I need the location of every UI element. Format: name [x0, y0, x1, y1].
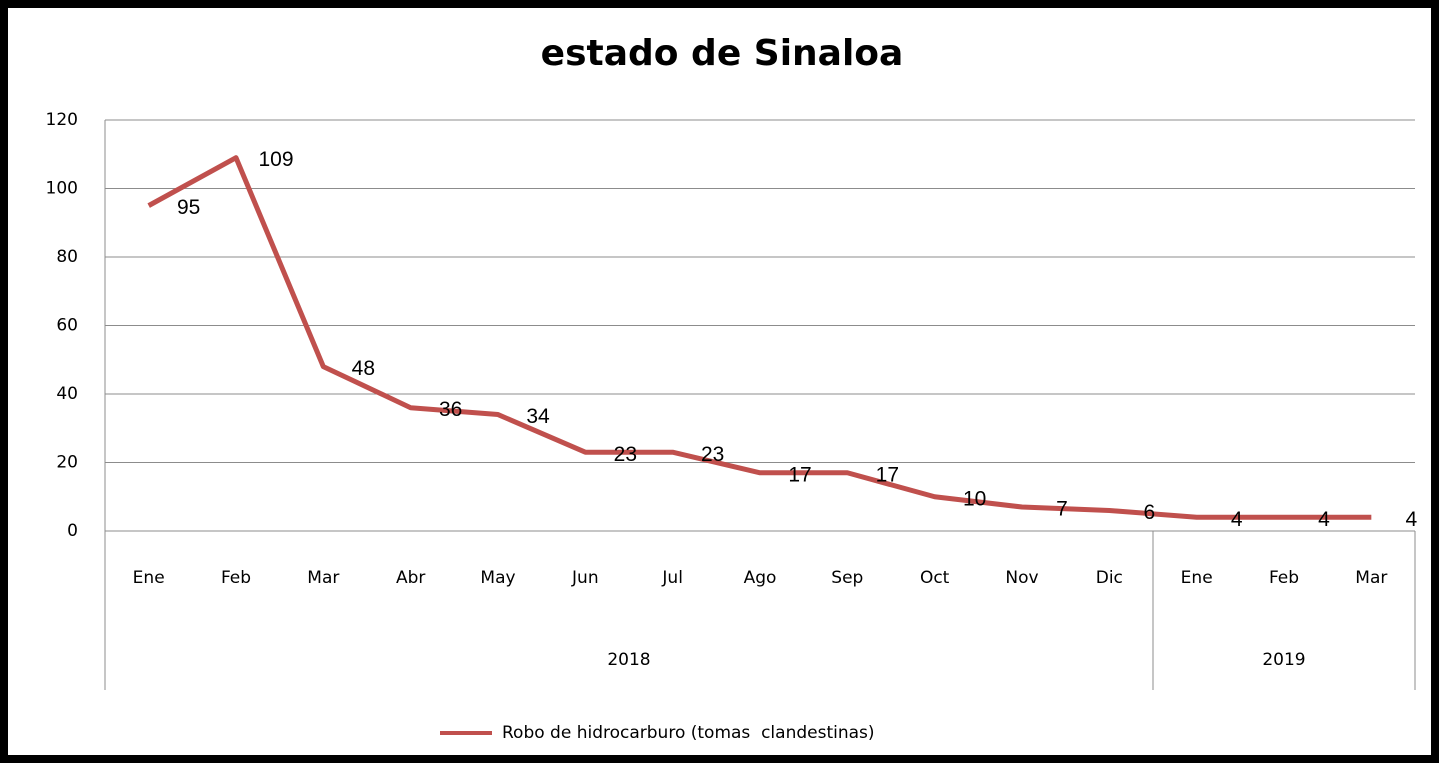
data-label: 4: [1231, 508, 1243, 531]
data-label: 6: [1143, 501, 1155, 524]
data-label: 4: [1318, 508, 1330, 531]
line-series: [147, 155, 1372, 520]
data-label: 34: [526, 405, 550, 428]
x-tick-label: Dic: [1096, 568, 1123, 588]
data-label: 23: [701, 443, 724, 466]
data-label: 23: [614, 443, 637, 466]
y-tick-label: 80: [56, 247, 78, 267]
x-tick-label: Abr: [396, 568, 425, 588]
x-tick-label: Feb: [221, 568, 251, 588]
x-group-label: 2019: [1262, 650, 1305, 670]
y-tick-label: 60: [56, 316, 78, 336]
x-tick-label: Jul: [661, 568, 683, 588]
y-tick-label: 40: [56, 384, 78, 404]
data-label: 10: [963, 487, 986, 510]
x-tick-label: Ago: [744, 568, 777, 588]
x-group-label: 2018: [607, 650, 650, 670]
x-tick-label: Oct: [920, 568, 950, 588]
x-tick-label: May: [480, 568, 515, 588]
x-tick-label: Jun: [571, 568, 599, 588]
y-tick-label: 120: [46, 110, 78, 130]
x-tick-label: Sep: [831, 568, 863, 588]
data-label: 17: [876, 463, 899, 486]
x-tick-label: Nov: [1005, 568, 1038, 588]
data-label: 4: [1405, 508, 1417, 531]
x-tick-label: Mar: [1355, 568, 1387, 588]
data-label: 48: [352, 357, 375, 380]
y-tick-label: 100: [46, 179, 78, 199]
data-label: 7: [1056, 498, 1068, 521]
legend-label: Robo de hidrocarburo (tomas clandestinas…: [502, 723, 875, 743]
data-label: 95: [177, 196, 200, 219]
data-label: 109: [258, 148, 293, 171]
x-tick-label: Mar: [307, 568, 339, 588]
data-label: 17: [788, 463, 811, 486]
chart-title: estado de Sinaloa: [541, 33, 904, 74]
y-tick-label: 0: [67, 521, 78, 541]
x-tick-label: Ene: [133, 568, 165, 588]
y-tick-label: 20: [56, 453, 78, 473]
data-label: 36: [439, 398, 462, 421]
x-tick-label: Ene: [1181, 568, 1213, 588]
x-tick-label: Feb: [1269, 568, 1299, 588]
